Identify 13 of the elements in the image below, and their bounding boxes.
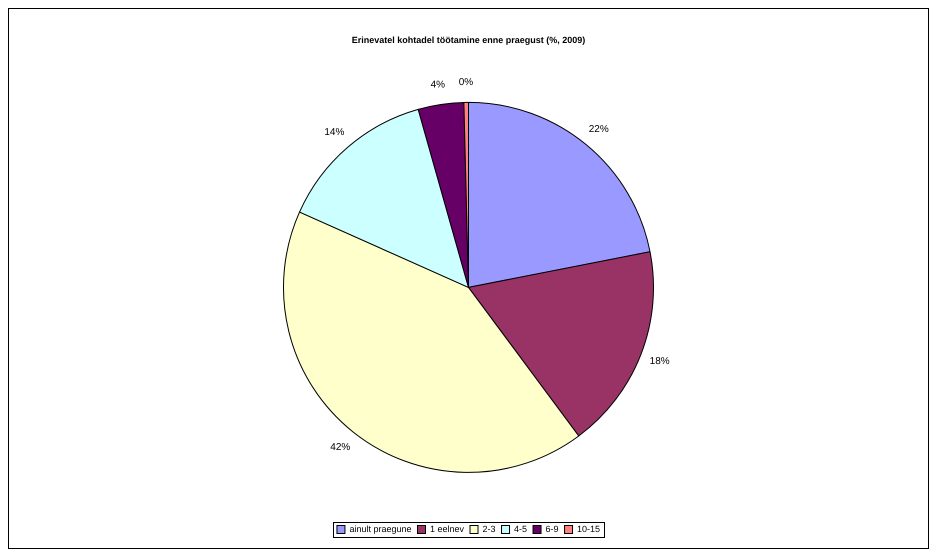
legend-label: 10-15 — [577, 524, 600, 534]
legend-label: 2-3 — [482, 524, 496, 534]
data-label: 4% — [430, 79, 446, 90]
legend-label: 6-9 — [546, 524, 559, 534]
data-label: 14% — [324, 127, 344, 138]
data-label: 42% — [330, 442, 350, 454]
legend-label: 1 eelnev — [430, 524, 465, 534]
legend-label: ainult praegune — [349, 524, 412, 534]
chart-title: Erinevatel kohtadel töötamine enne praegust (%, 2009) — [352, 34, 586, 45]
data-label: 0% — [458, 77, 474, 88]
legend-label: 4-5 — [514, 524, 528, 534]
data-label: 22% — [588, 124, 609, 135]
data-label: 18% — [650, 356, 670, 368]
